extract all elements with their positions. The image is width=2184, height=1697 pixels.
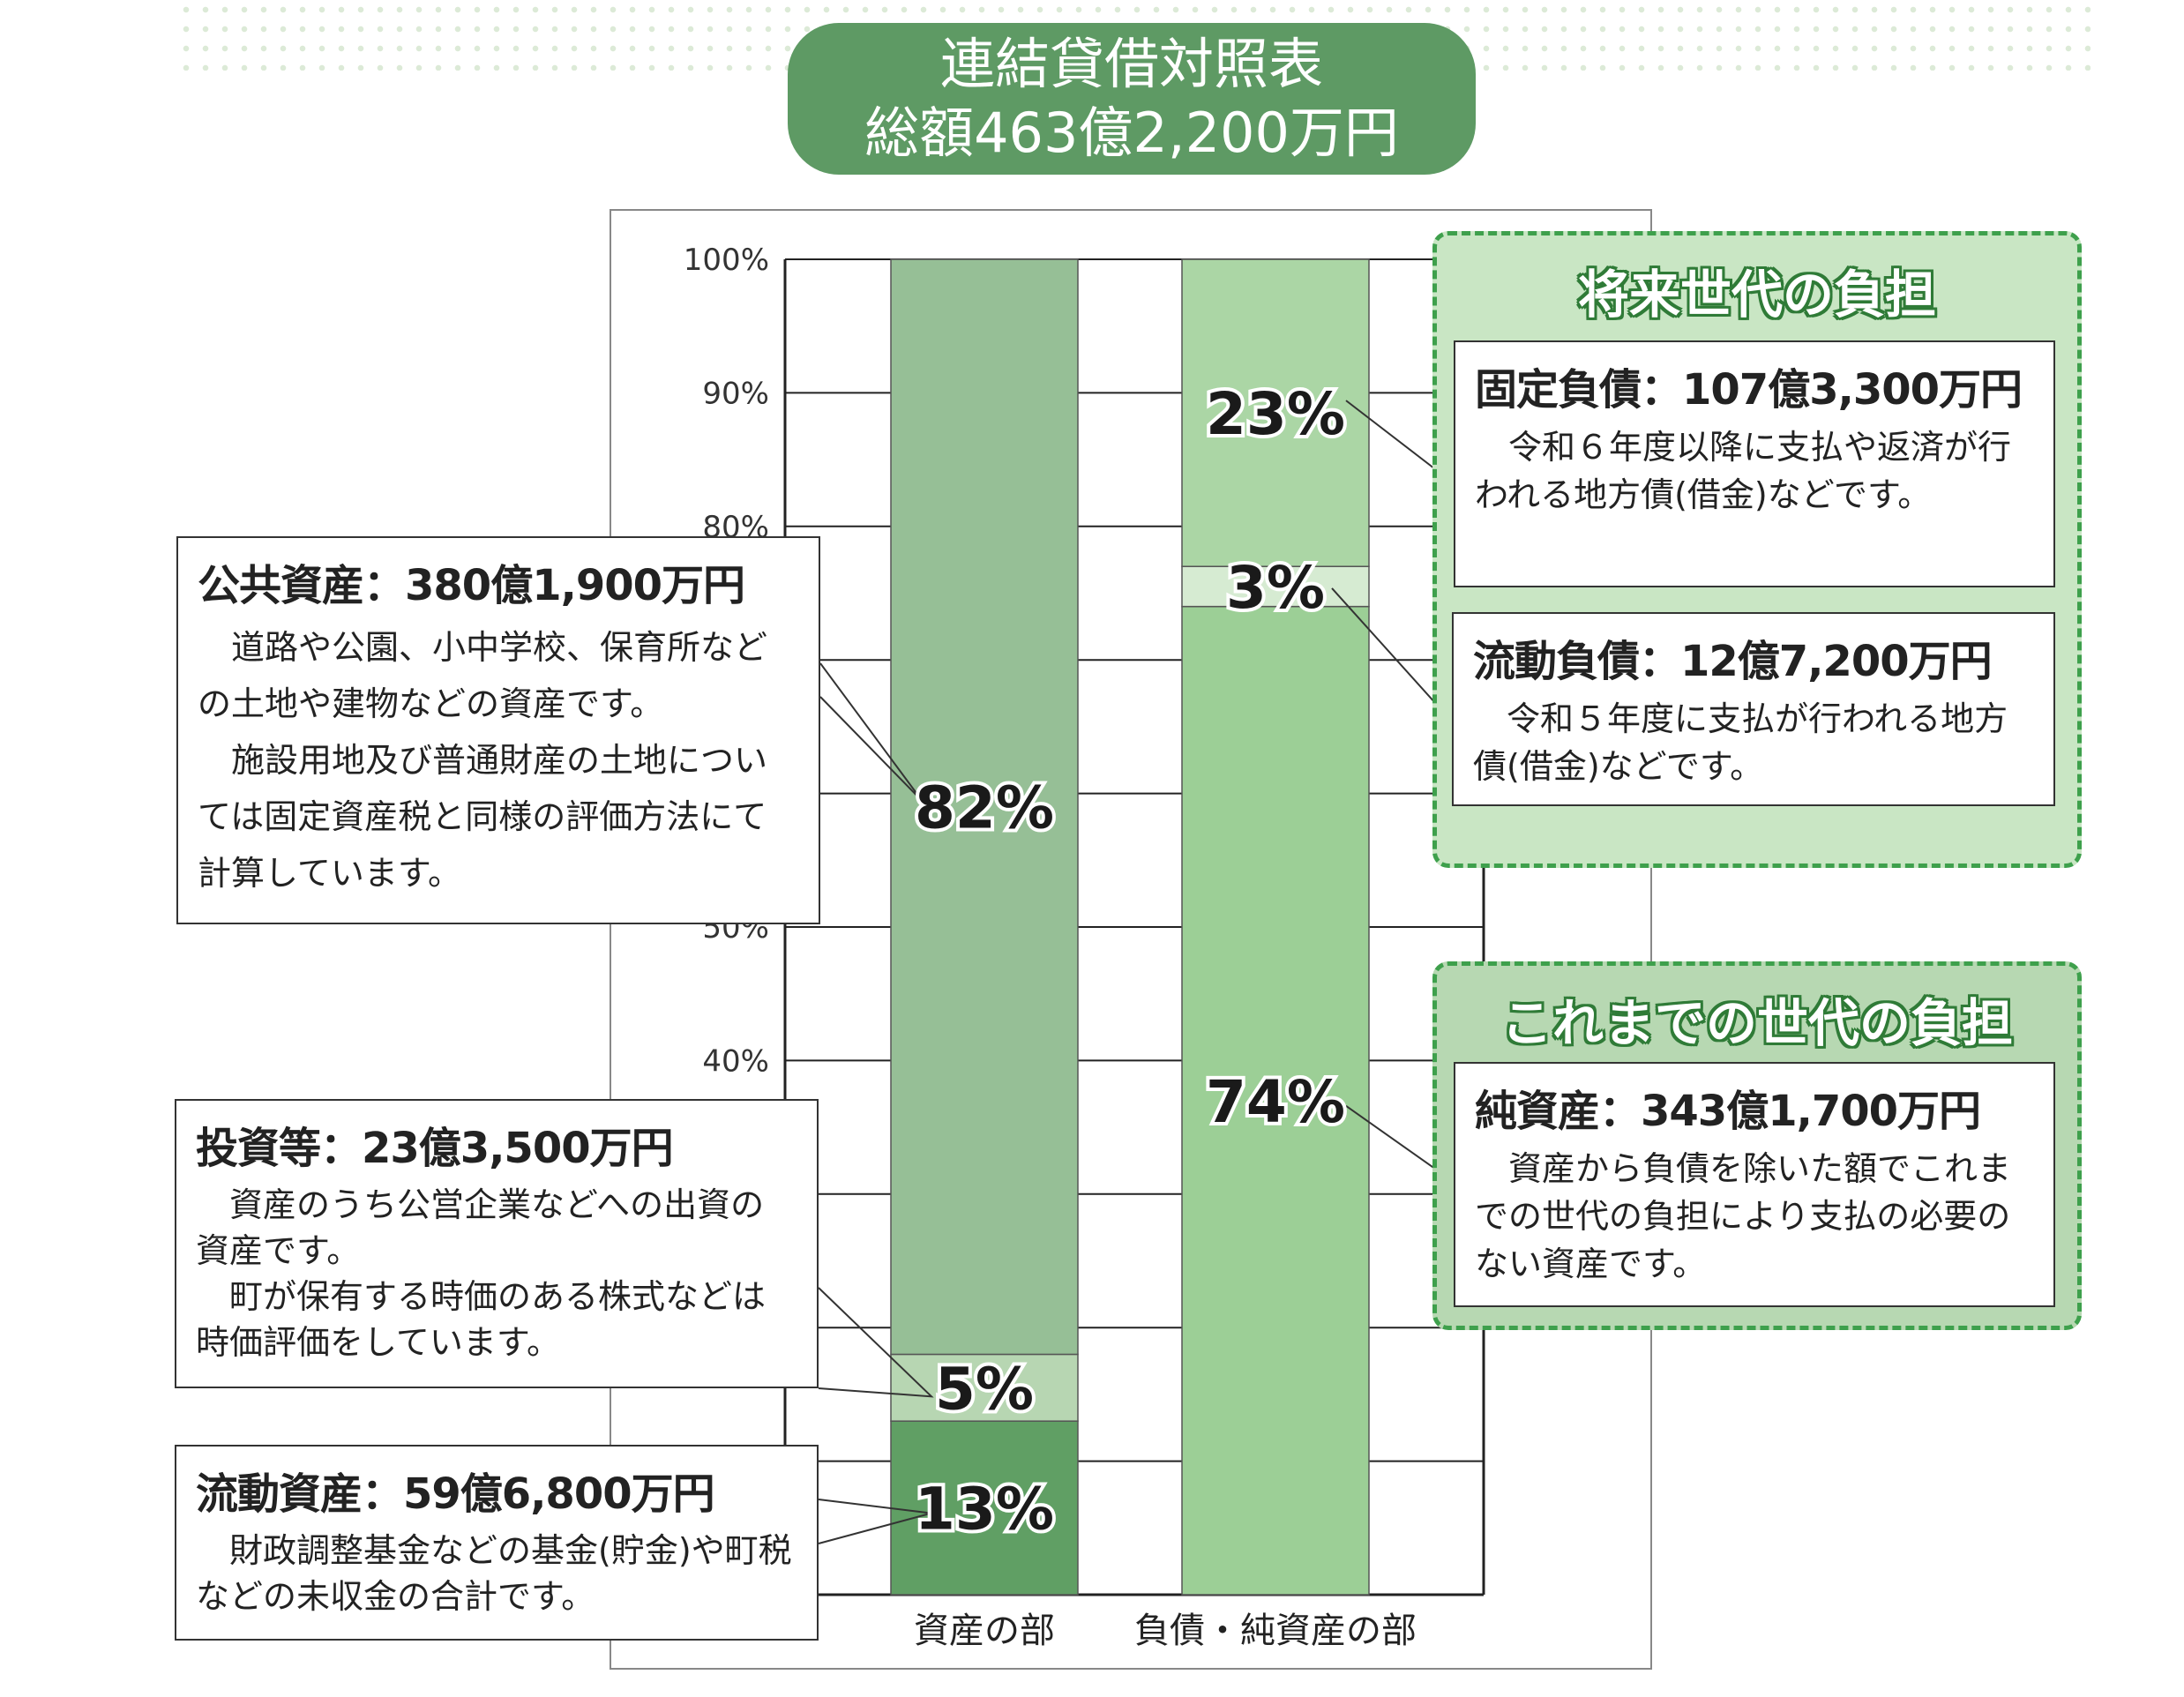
- page-title: 連結貸借対照表 総額463億2,200万円: [788, 23, 1476, 175]
- fixed-liabilities-segment: [1181, 258, 1370, 567]
- y-tick-label: 40%: [702, 1043, 769, 1079]
- segment-label: 82%: [915, 774, 1054, 842]
- current-assets-text: 財政調整基金などの基金(貯金)や町税などの未収金の合計です。: [196, 1531, 792, 1616]
- public-assets-text-1: 道路や公園、小中学校、保育所などの土地や建物などの資産です。: [198, 628, 768, 723]
- segment-label: 23%: [1206, 380, 1345, 448]
- segment-label: 5%: [935, 1355, 1034, 1423]
- net-assets-heading: 純資産：343億1,700万円: [1475, 1087, 1981, 1136]
- title-line-2: 総額463億2,200万円: [864, 101, 1399, 165]
- investments-box: 投資等：23億3,500万円 資産のうち公営企業などへの出資の資産です。 町が保…: [175, 1099, 819, 1388]
- x-category-label: 負債・純資産の部: [1134, 1611, 1417, 1651]
- investments-text-2: 町が保有する時価のある株式などは時価評価をしています。: [196, 1277, 767, 1362]
- investments-callout: [818, 1287, 934, 1398]
- future-generation-heading: 将来世代の負担: [1577, 265, 1936, 325]
- chart-frame: [610, 209, 1652, 1670]
- title-line-1: 連結貸借対照表: [939, 32, 1323, 96]
- current-liabilities-segment: [1181, 565, 1370, 608]
- current-assets-callout: [818, 1499, 932, 1544]
- current-liabilities-box: 流動負債：12億7,200万円 令和５年度に支払が行われる地方債(借金)などです…: [1452, 612, 2055, 806]
- fixed-liabilities-heading: 固定負債：107億3,300万円: [1475, 365, 2023, 415]
- current-assets-heading: 流動資産：59億6,800万円: [196, 1469, 715, 1519]
- public-assets-heading: 公共資産：380億1,900万円: [198, 561, 745, 610]
- current-assets-segment: [890, 1420, 1079, 1596]
- segment-label: 74%: [1206, 1068, 1345, 1136]
- past-generation-heading: これまでの世代の負担: [1500, 993, 2013, 1053]
- public-assets-segment: [890, 258, 1079, 1356]
- segment-label: 3%: [1226, 554, 1325, 622]
- net-assets-text: 資産から負債を除いた額でこれまでの世代の負担により支払の必要のない資産です。: [1475, 1149, 2012, 1283]
- y-tick-label: 100%: [684, 243, 769, 278]
- net-assets-segment: [1181, 605, 1370, 1596]
- segment-label: 13%: [915, 1476, 1054, 1544]
- x-category-label: 資産の部: [914, 1611, 1055, 1651]
- public-assets-callout: [819, 662, 924, 803]
- current-assets-box: 流動資産：59億6,800万円 財政調整基金などの基金(貯金)や町税などの未収金…: [175, 1445, 819, 1641]
- fixed-liabilities-text: 令和６年度以降に支払や返済が行われる地方債(借金)などです。: [1475, 428, 2012, 514]
- fixed-liabilities-box: 固定負債：107億3,300万円 令和６年度以降に支払や返済が行われる地方債(借…: [1454, 340, 2055, 587]
- current-liabilities-text: 令和５年度に支払が行われる地方債(借金)などです。: [1473, 699, 2008, 786]
- public-assets-text-2: 施設用地及び普通財産の土地については固定資産税と同様の評価方法にて計算しています…: [198, 741, 768, 893]
- investments-heading: 投資等：23億3,500万円: [196, 1124, 674, 1173]
- y-tick-label: 90%: [702, 376, 769, 411]
- net-assets-box: 純資産：343億1,700万円 資産から負債を除いた額でこれまでの世代の負担によ…: [1454, 1062, 2055, 1307]
- investments-text-1: 資産のうち公営企業などへの出資の資産です。: [196, 1185, 765, 1270]
- public-assets-box: 公共資産：380億1,900万円 道路や公園、小中学校、保育所などの土地や建物な…: [176, 536, 820, 924]
- current-liabilities-heading: 流動負債：12億7,200万円: [1473, 637, 1993, 686]
